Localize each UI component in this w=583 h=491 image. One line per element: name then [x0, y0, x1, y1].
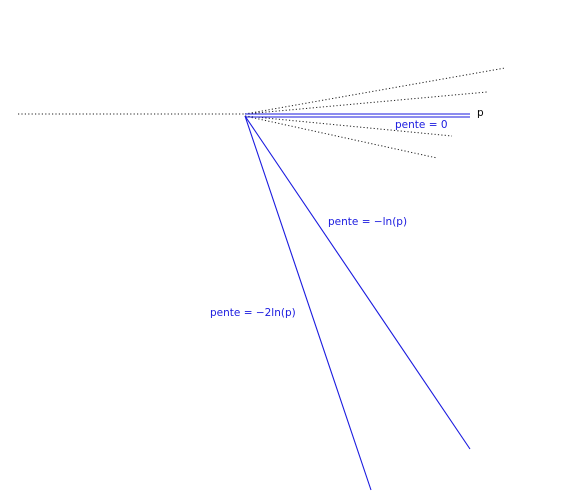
slope-label: pente = −2ln(p)	[210, 307, 296, 319]
slope-label: pente = 0	[395, 119, 448, 131]
dotted-line	[244, 115, 453, 137]
slope-2ln-line	[244, 115, 372, 491]
slope-label: pente = −ln(p)	[328, 216, 407, 228]
dotted-line	[244, 91, 488, 115]
slope-ln-line	[244, 115, 471, 450]
dotted-line	[244, 115, 438, 159]
dotted-line	[244, 67, 506, 115]
point-label: p	[477, 107, 484, 119]
